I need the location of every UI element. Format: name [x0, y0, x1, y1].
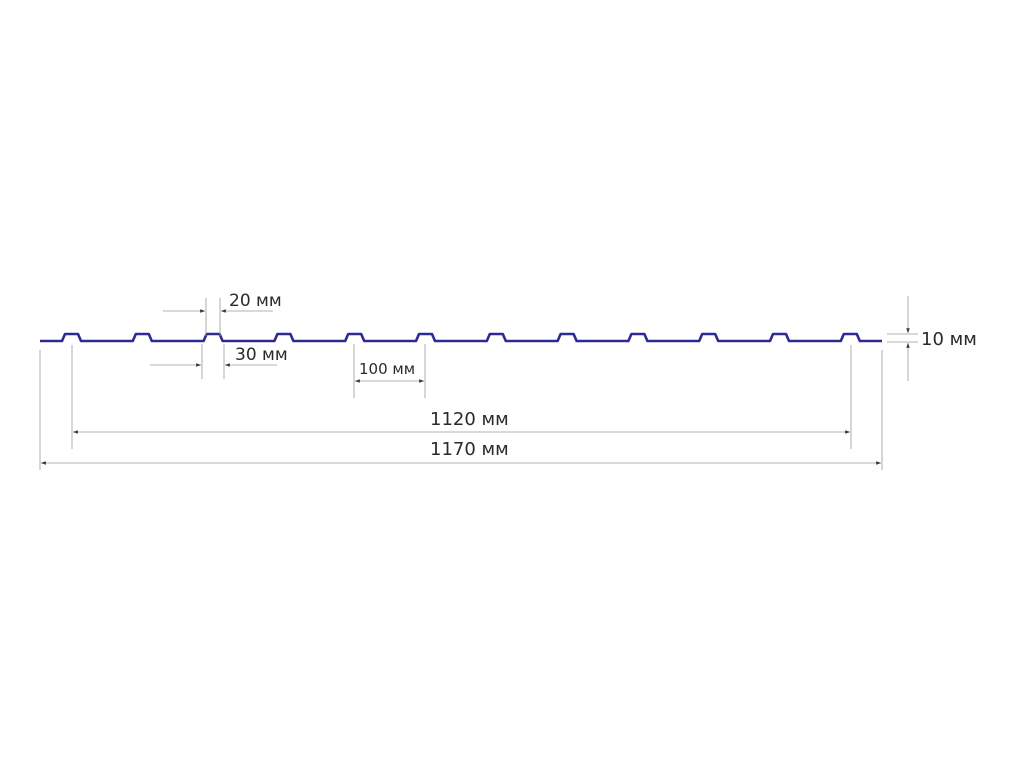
- dimension-rib-top: 20 мм: [163, 291, 282, 336]
- rib-height-label: 10 мм: [921, 329, 977, 350]
- sheet-profile: [40, 332, 882, 343]
- dimension-rib-height: 10 мм: [887, 296, 977, 381]
- dimension-total-width: 1170 мм: [39, 350, 883, 470]
- dimension-rib-pitch: 100 мм: [353, 344, 426, 398]
- rib-bottom-width-label: 30 мм: [235, 345, 288, 365]
- useful-width-label: 1120 мм: [430, 409, 509, 430]
- dimension-useful-width: 1120 мм: [71, 345, 852, 449]
- total-width-label: 1170 мм: [430, 439, 509, 460]
- dimension-rib-bottom: 30 мм: [150, 344, 288, 379]
- rib-pitch-label: 100 мм: [359, 360, 415, 378]
- rib-top-width-label: 20 мм: [229, 291, 282, 311]
